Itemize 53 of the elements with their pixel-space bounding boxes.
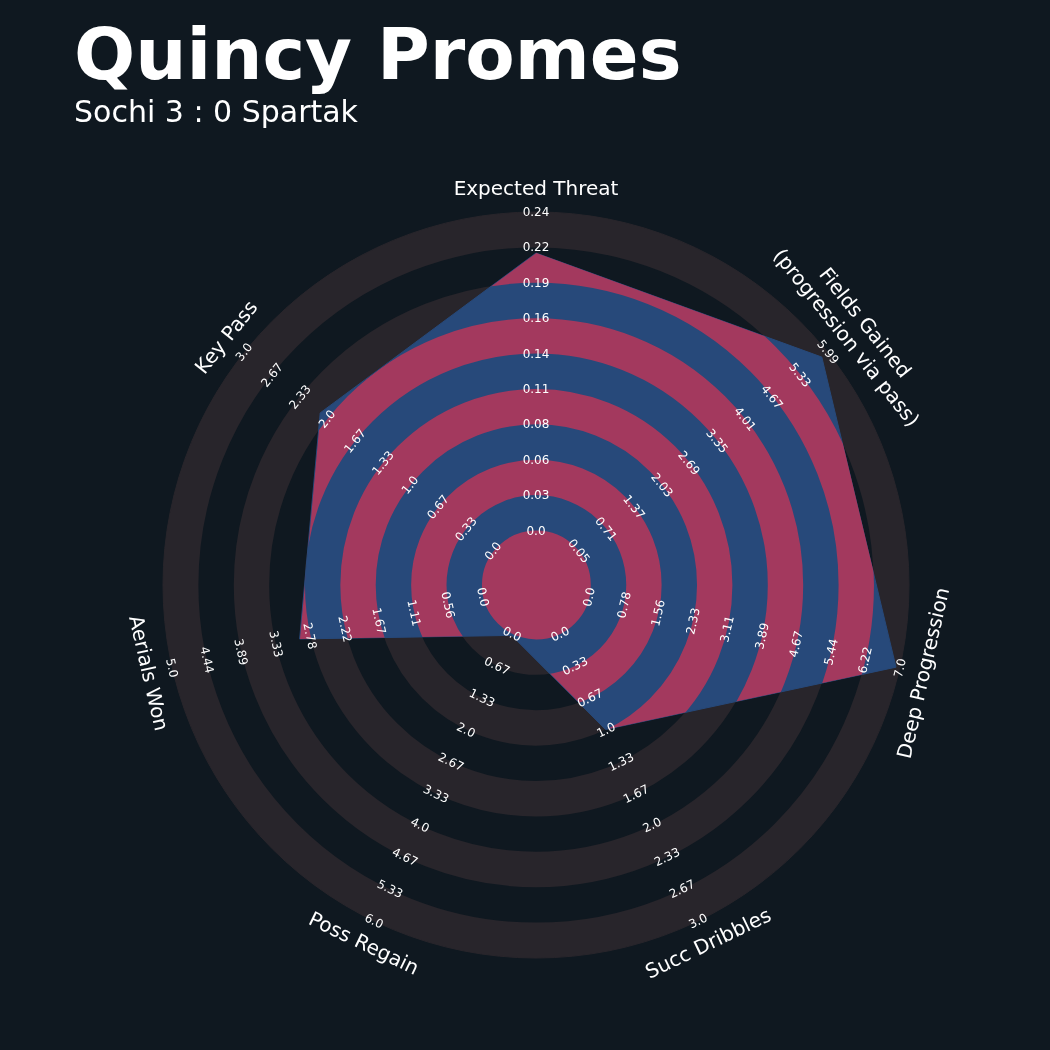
text: 3.33: [266, 629, 286, 659]
text: 1.0: [594, 719, 618, 741]
text: 1.11: [404, 598, 424, 628]
text: 7.0: [890, 657, 909, 679]
text: 0.22: [522, 240, 550, 255]
text: 3.0: [232, 340, 256, 365]
text: 3.89: [231, 637, 252, 667]
text: 0.33: [559, 653, 591, 679]
text: 1.56: [648, 598, 668, 628]
text: 0.67: [481, 653, 513, 679]
text: 0.06: [522, 452, 550, 467]
text: 6.0: [362, 910, 386, 932]
text: 2.78: [300, 621, 321, 652]
text: 0.0: [580, 586, 599, 608]
text: 2.67: [435, 749, 467, 774]
text: 0.08: [522, 417, 550, 432]
text: 4.44: [197, 645, 217, 675]
text: 1.67: [621, 781, 652, 806]
text: 4.67: [786, 629, 806, 659]
text: 0.0: [500, 623, 524, 645]
text: 2.0: [315, 406, 339, 431]
text: 0.0: [526, 523, 546, 538]
text: 2.33: [652, 845, 683, 870]
text: 1.33: [605, 749, 637, 774]
text: 5.0: [163, 657, 182, 679]
text: 2.67: [667, 877, 698, 902]
text: 6.22: [855, 645, 875, 675]
text: 4.67: [389, 845, 420, 870]
text: 1.67: [369, 606, 390, 636]
text: 3.89: [751, 621, 772, 652]
text: 0.0: [473, 586, 492, 608]
text: 0.67: [575, 685, 606, 710]
text: 0.0: [547, 623, 572, 645]
text: 0.03: [522, 488, 550, 503]
text: 2.22: [335, 614, 355, 644]
text: 0.16: [522, 311, 550, 326]
text: 5.44: [820, 637, 841, 667]
text: 0.56: [438, 590, 459, 620]
text: 2.0: [640, 814, 664, 836]
text: 5.33: [374, 877, 405, 902]
text: 0.78: [613, 590, 634, 620]
text: 0.0: [482, 539, 505, 563]
spoke-label: Expected Threat: [453, 176, 619, 200]
text: 2.0: [454, 719, 478, 741]
text: 0.24: [522, 205, 550, 219]
text: 2.33: [682, 606, 703, 636]
text: 3.33: [420, 781, 451, 806]
text: 0.11: [522, 381, 550, 396]
text: 1.33: [466, 685, 497, 710]
text: 0.14: [522, 346, 550, 361]
text: 4.0: [408, 814, 432, 836]
text: 3.11: [717, 614, 737, 644]
text: 1.0: [398, 473, 422, 497]
